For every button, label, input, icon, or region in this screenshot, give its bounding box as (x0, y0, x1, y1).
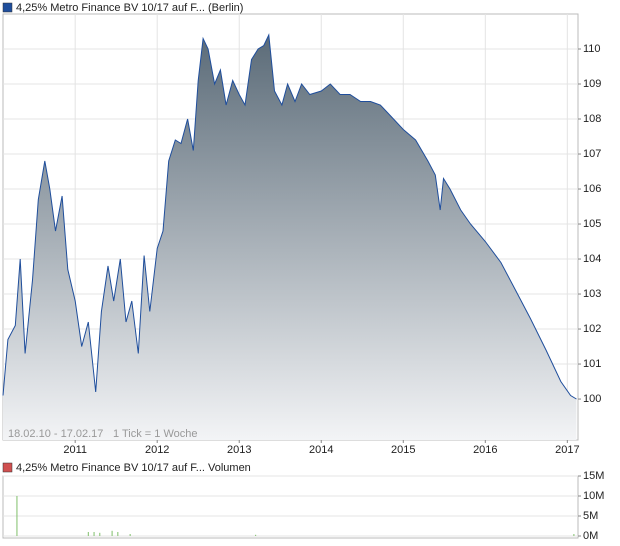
y-tick-label: 102 (583, 323, 601, 335)
x-tick-label: 2011 (63, 444, 87, 456)
y-tick-label: 109 (583, 78, 601, 90)
footnote: 18.02.10 - 17.02.17 (8, 428, 103, 440)
volume-bar (99, 532, 101, 536)
y-tick-label: 103 (583, 288, 601, 300)
y-tick-label: 15M (583, 470, 604, 482)
volume-bar (255, 534, 257, 536)
x-tick-label: 2014 (309, 444, 333, 456)
x-tick-label: 2017 (555, 444, 579, 456)
y-tick-label: 101 (583, 358, 601, 370)
plot-frame (2, 475, 579, 539)
legend-swatch (2, 462, 13, 473)
volume-bar (129, 534, 131, 536)
x-tick-label: 2015 (391, 444, 415, 456)
tick-note: 1 Tick = 1 Woche (113, 428, 197, 440)
y-tick-label: 106 (583, 183, 601, 195)
y-tick-label: 10M (583, 490, 604, 502)
legend-swatch (2, 2, 13, 13)
x-tick-label: 2013 (227, 444, 251, 456)
volume-bar (573, 534, 575, 536)
volume-bar (16, 496, 18, 536)
volume-bar (117, 532, 119, 536)
y-tick-label: 100 (583, 393, 601, 405)
volume-bar (87, 532, 89, 536)
x-tick-label: 2012 (145, 444, 169, 456)
y-tick-label: 5M (583, 510, 598, 522)
x-tick-label: 2016 (473, 444, 497, 456)
volume-bar (93, 532, 95, 536)
price-line (2, 33, 577, 400)
y-tick-label: 108 (583, 113, 601, 125)
y-tick-label: 110 (583, 43, 601, 55)
y-tick-label: 104 (583, 253, 601, 265)
price-area (3, 35, 577, 440)
y-tick-label: 107 (583, 148, 601, 160)
y-tick-label: 105 (583, 218, 601, 230)
legend-label: 4,25% Metro Finance BV 10/17 auf F... Vo… (16, 462, 251, 474)
volume-bar (111, 530, 113, 536)
legend-label: 4,25% Metro Finance BV 10/17 auf F... (B… (16, 2, 243, 14)
y-tick-label: 0M (583, 530, 598, 542)
